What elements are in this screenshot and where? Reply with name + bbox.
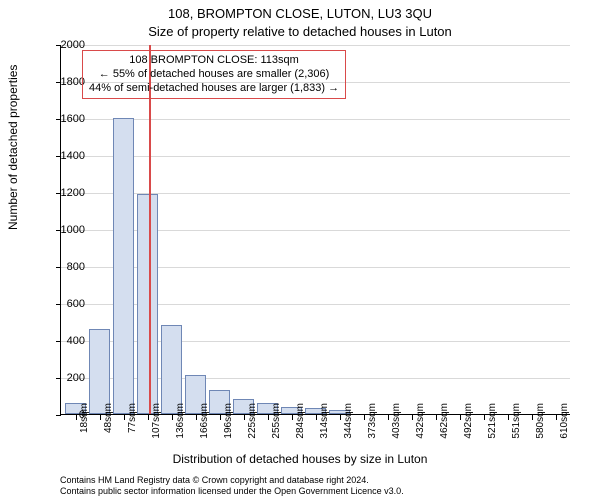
x-tick-mark <box>508 415 509 420</box>
annotation-line: ← 55% of detached houses are smaller (2,… <box>89 68 339 82</box>
x-tick-mark <box>340 415 341 420</box>
x-tick-label: 551sqm <box>511 403 522 453</box>
x-axis-label: Distribution of detached houses by size … <box>0 452 600 466</box>
x-tick-label: 136sqm <box>175 403 186 453</box>
x-tick-label: 284sqm <box>295 403 306 453</box>
x-tick-label: 166sqm <box>199 403 210 453</box>
x-tick-label: 196sqm <box>223 403 234 453</box>
annotation-line: 44% of semi-detached houses are larger (… <box>89 82 339 96</box>
annotation-line: 108 BROMPTON CLOSE: 113sqm <box>89 54 339 68</box>
chart-subtitle: Size of property relative to detached ho… <box>0 24 600 39</box>
x-tick-label: 610sqm <box>559 403 570 453</box>
reference-line <box>149 45 151 414</box>
x-tick-label: 48sqm <box>103 403 114 453</box>
y-tick-label: 1400 <box>45 150 85 162</box>
x-tick-label: 580sqm <box>535 403 546 453</box>
x-tick-mark <box>532 415 533 420</box>
x-tick-mark <box>364 415 365 420</box>
x-tick-mark <box>388 415 389 420</box>
y-tick-label: 2000 <box>45 39 85 51</box>
y-tick-label: 1000 <box>45 224 85 236</box>
x-tick-mark <box>460 415 461 420</box>
x-tick-label: 492sqm <box>463 403 474 453</box>
histogram-bar <box>113 118 134 414</box>
x-tick-mark <box>292 415 293 420</box>
x-tick-label: 344sqm <box>343 403 354 453</box>
x-tick-mark <box>268 415 269 420</box>
y-tick-label: 200 <box>45 372 85 384</box>
x-tick-mark <box>484 415 485 420</box>
y-tick-label: 1200 <box>45 187 85 199</box>
x-tick-label: 432sqm <box>415 403 426 453</box>
gridline-h <box>61 45 570 46</box>
x-tick-mark <box>436 415 437 420</box>
x-tick-mark <box>100 415 101 420</box>
footer-line-2: Contains public sector information licen… <box>60 486 590 497</box>
x-tick-label: 255sqm <box>271 403 282 453</box>
footer-attribution: Contains HM Land Registry data © Crown c… <box>60 475 590 497</box>
footer-line-1: Contains HM Land Registry data © Crown c… <box>60 475 590 486</box>
x-tick-label: 373sqm <box>367 403 378 453</box>
chart-container: { "titles": { "line1": "108, BROMPTON CL… <box>0 0 600 500</box>
y-tick-label: 800 <box>45 261 85 273</box>
x-tick-label: 462sqm <box>439 403 450 453</box>
y-tick-label: 1600 <box>45 113 85 125</box>
x-tick-label: 107sqm <box>151 403 162 453</box>
x-tick-label: 521sqm <box>487 403 498 453</box>
x-tick-mark <box>244 415 245 420</box>
histogram-bar <box>161 325 182 414</box>
plot-area <box>60 45 570 415</box>
x-tick-label: 225sqm <box>247 403 258 453</box>
x-tick-label: 314sqm <box>319 403 330 453</box>
x-tick-mark <box>220 415 221 420</box>
annotation-box: 108 BROMPTON CLOSE: 113sqm← 55% of detac… <box>82 50 346 99</box>
x-tick-mark <box>124 415 125 420</box>
page-title: 108, BROMPTON CLOSE, LUTON, LU3 3QU <box>0 6 600 21</box>
x-tick-mark <box>316 415 317 420</box>
gridline-h <box>61 156 570 157</box>
x-tick-label: 403sqm <box>391 403 402 453</box>
histogram-bar <box>137 194 158 414</box>
x-tick-mark <box>412 415 413 420</box>
x-tick-label: 18sqm <box>79 403 90 453</box>
gridline-h <box>61 119 570 120</box>
x-tick-mark <box>556 415 557 420</box>
histogram-bar <box>89 329 110 414</box>
x-tick-mark <box>196 415 197 420</box>
y-tick-label: 400 <box>45 335 85 347</box>
y-tick-label: 1800 <box>45 76 85 88</box>
x-tick-mark <box>172 415 173 420</box>
y-tick-label: 600 <box>45 298 85 310</box>
x-tick-mark <box>148 415 149 420</box>
x-tick-label: 77sqm <box>127 403 138 453</box>
y-axis-label: Number of detached properties <box>6 65 20 230</box>
